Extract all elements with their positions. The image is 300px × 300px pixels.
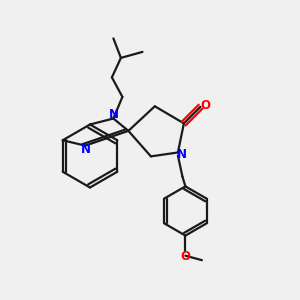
- Text: N: N: [177, 148, 187, 161]
- Text: N: N: [81, 143, 91, 156]
- Text: N: N: [108, 108, 118, 122]
- Text: O: O: [201, 99, 211, 112]
- Text: O: O: [180, 250, 190, 263]
